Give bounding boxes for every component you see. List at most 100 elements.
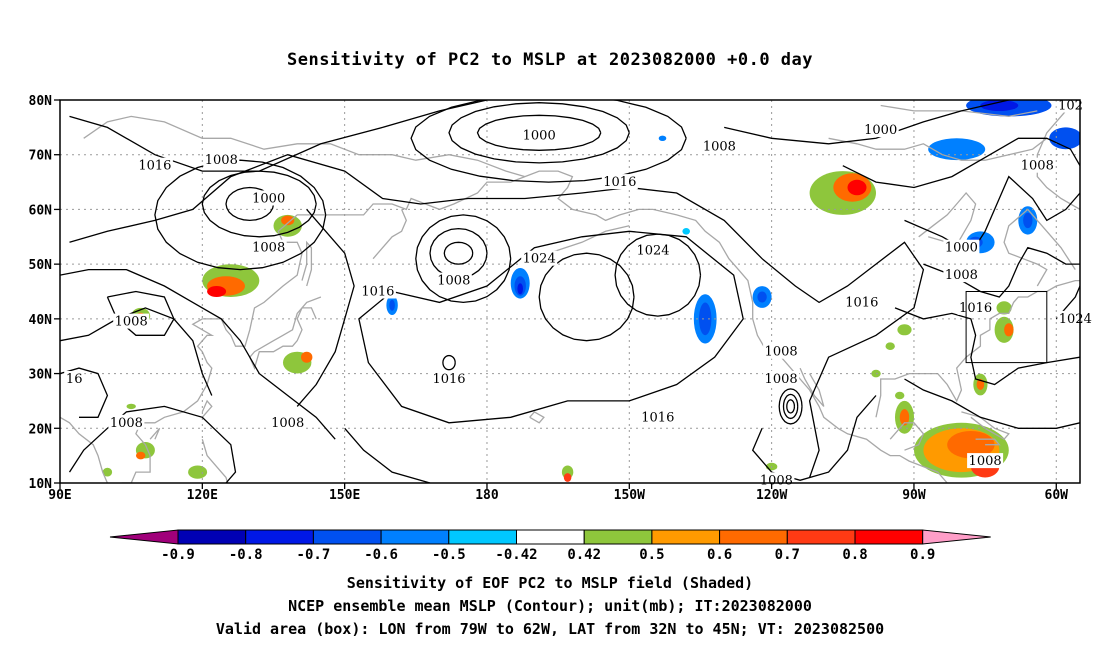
colorbar-segment (245, 529, 314, 545)
coastline-segment (1003, 208, 1076, 287)
sensitivity-patch (126, 403, 136, 410)
colorbar-segment (583, 529, 653, 545)
colorbar-segment (651, 529, 721, 545)
contour-label-bg (250, 190, 287, 206)
contour-label: 1024 (1059, 312, 1092, 327)
colorbar-label: -0.9 (161, 547, 195, 563)
sensitivity-patch (102, 467, 113, 477)
mslp-contour (894, 307, 1080, 386)
contour-label-bg (521, 127, 558, 143)
contour-label-bg (250, 239, 287, 255)
colorbar-label: -0.6 (364, 547, 398, 563)
contour-label: 1016 (641, 410, 674, 425)
mslp-contour (904, 378, 1080, 429)
colorbar-segment (719, 529, 788, 545)
colorbar-label: 0.6 (707, 547, 732, 563)
coastline-segment (875, 279, 1080, 418)
contour-label: 16 (66, 372, 83, 387)
coastline-segment (201, 439, 229, 483)
contour-label-bg (943, 239, 980, 255)
coastline-segment (548, 225, 630, 254)
lon-label-90W: 90W (902, 488, 926, 503)
caption-valid-area: Valid area (box): LON from 79W to 62W, L… (215, 620, 885, 638)
contour-label-bg (64, 371, 85, 386)
lon-label-150E: 150E (329, 488, 360, 503)
contour-label-bg (957, 299, 994, 315)
colorbar-segment (380, 529, 450, 545)
sensitivity-patch (389, 299, 395, 311)
colorbar-segment (312, 529, 382, 545)
contour-label: 1024 (523, 252, 556, 267)
colorbar-label: 0.9 (910, 547, 935, 563)
mslp-contour (69, 154, 925, 478)
mslp-contour (842, 137, 1080, 189)
contour-label-bg (1057, 310, 1094, 326)
contour-label: 1008 (969, 454, 1002, 469)
contour-label: 1008 (115, 315, 148, 330)
lon-label-150W: 150W (614, 488, 645, 503)
mslp-contour (923, 246, 1080, 298)
contour-label: 1008 (703, 140, 736, 155)
mslp-contour (201, 170, 317, 238)
contour-label: 1008 (765, 372, 798, 387)
coastline-segment (201, 399, 213, 418)
sensitivity-patch (658, 135, 667, 141)
lat-label-60N: 60N (29, 203, 53, 218)
sensitivity-patch (281, 215, 295, 226)
contour-label: 1016 (138, 159, 171, 174)
contour-label-bg (763, 371, 800, 386)
caption-shading: Sensitivity of EOF PC2 to MSLP field (Sh… (346, 574, 754, 592)
contour-label: 1000 (864, 123, 897, 138)
mslp-contour (415, 214, 512, 304)
mslp-contour (429, 227, 488, 279)
coastline-segment (60, 416, 108, 483)
sensitivity-patch (301, 351, 313, 363)
mslp-contour (724, 100, 1009, 145)
colorbar-label: -0.8 (229, 547, 263, 563)
lat-label-70N: 70N (29, 149, 53, 164)
mslp-contour (476, 114, 602, 151)
sensitivity-patch (1004, 323, 1014, 337)
lat-label-50N: 50N (29, 258, 53, 273)
contour-label-bg (435, 272, 472, 288)
sensitivity-patch (897, 324, 912, 336)
sensitivity-patch (980, 100, 1019, 111)
mslp-contour (225, 186, 275, 222)
contour-label: 1008 (271, 416, 304, 431)
coastline-segment (529, 411, 545, 424)
contour-label: 1016 (603, 175, 636, 190)
contour-label: 1008 (760, 473, 793, 488)
mslp-contour (778, 388, 803, 425)
contour-label: 1008 (205, 153, 238, 168)
colorbar-label: -0.5 (432, 547, 466, 563)
coastline-segment (121, 170, 948, 483)
sensitivity-patch (699, 302, 712, 336)
mslp-contour (448, 102, 630, 164)
sensitivity-patch (1049, 127, 1080, 150)
lat-label-80N: 80N (29, 94, 53, 109)
contour-label: 1008 (437, 274, 470, 289)
contour-label-bg (701, 138, 738, 154)
lon-label-180: 180 (475, 488, 499, 503)
contour-label: 1008 (1021, 159, 1054, 174)
contour-label-bg (943, 267, 980, 283)
contour-label-bg (601, 174, 638, 190)
contour-label-bg (967, 453, 1004, 469)
contour-label: 1016 (361, 285, 394, 300)
coastline-segment (372, 209, 408, 260)
contour-label: 1008 (252, 241, 285, 256)
sensitivity-patch (136, 451, 146, 460)
colorbar-segment (786, 529, 856, 545)
sensitivity-patch (885, 342, 895, 351)
colorbar-label: 0.7 (775, 547, 800, 563)
lat-label-10N: 10N (29, 477, 53, 492)
contour-label: 1016 (959, 301, 992, 316)
colorbar-label: 0.5 (639, 547, 664, 563)
sensitivity-patch (207, 286, 227, 297)
coastline-segment (249, 296, 322, 371)
contour-label: 1000 (523, 129, 556, 144)
chart-title: Sensitivity of PC2 to MSLP at 2023082000… (286, 50, 813, 70)
sensitivity-patch (563, 473, 572, 482)
plot-frame (59, 99, 1081, 484)
